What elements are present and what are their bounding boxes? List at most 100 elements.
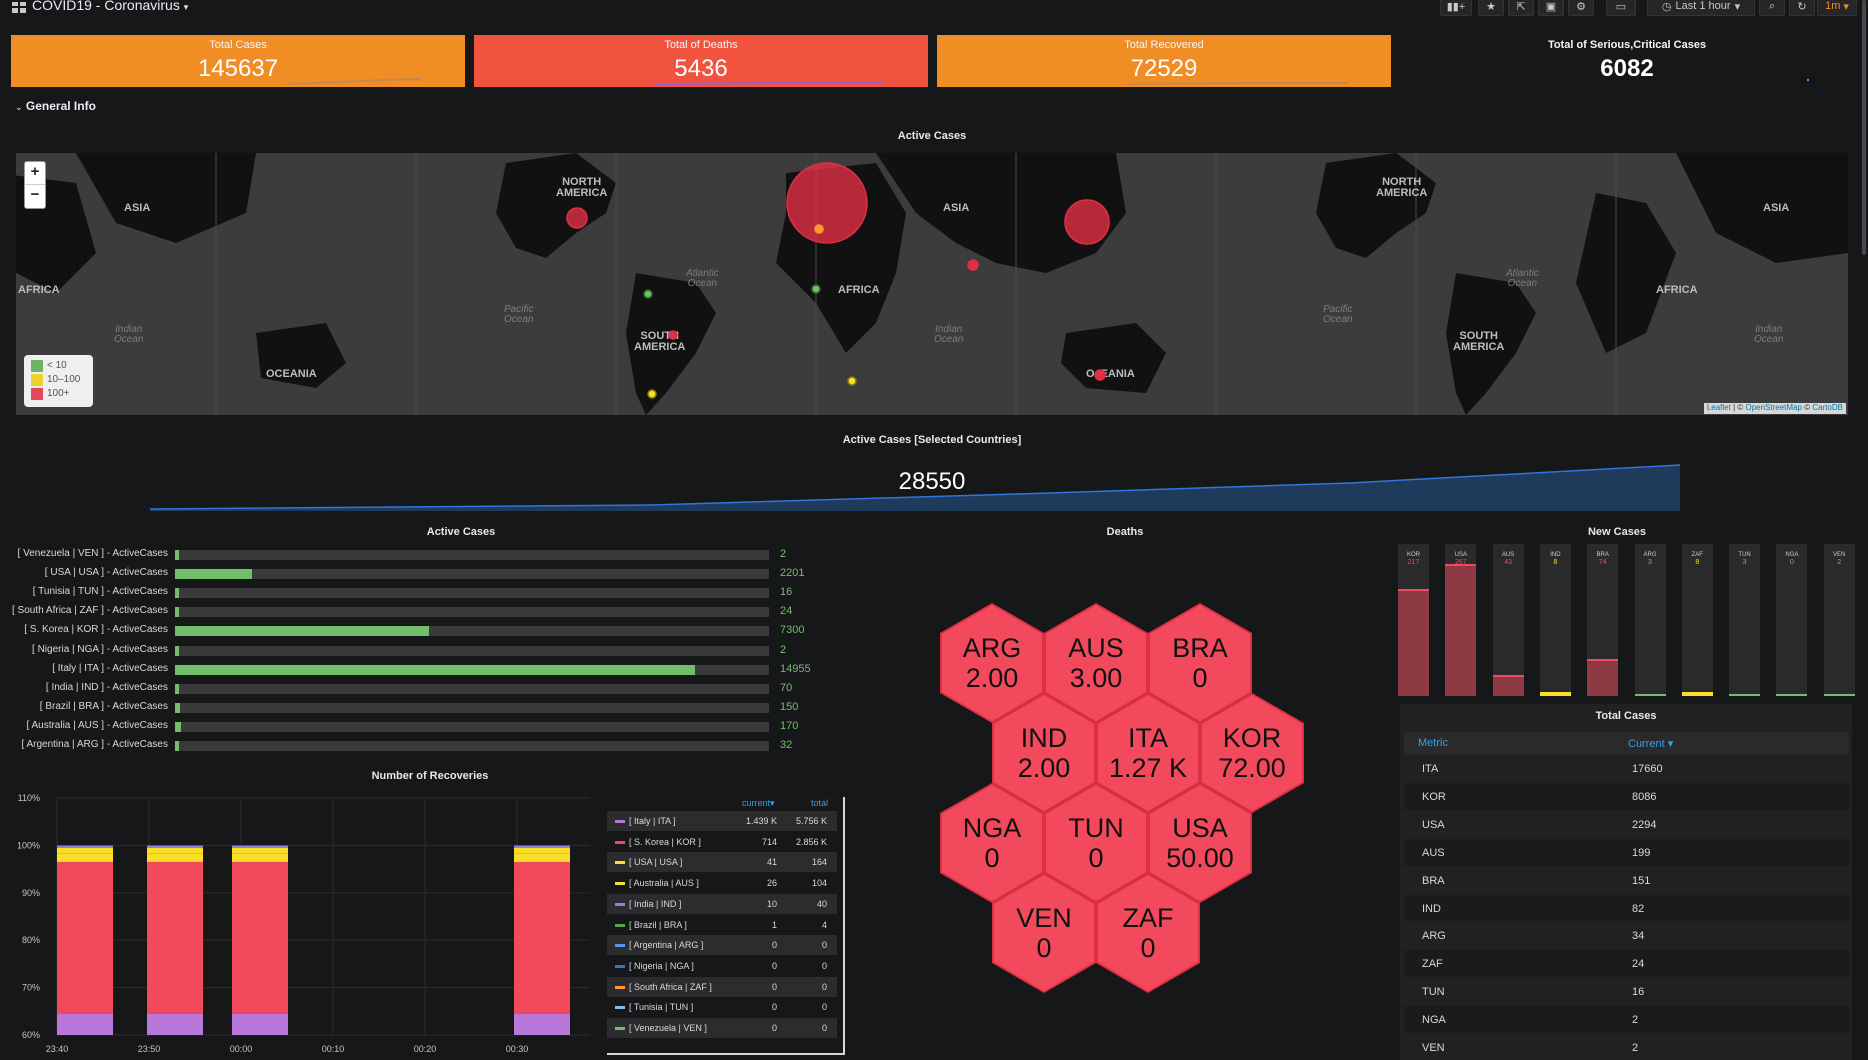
bar-row: [ USA | USA ] - ActiveCases 2201 [0,564,830,583]
bar-track [175,607,769,618]
stack-segment[interactable] [232,845,288,848]
page-scrollbar[interactable] [1862,0,1866,255]
dashboard-grid-icon[interactable] [12,0,26,13]
stack-segment[interactable] [57,845,113,848]
bar-row: [ Italy | ITA ] - ActiveCases 14955 [0,660,830,679]
legend-row[interactable]: [ USA | USA ] 41 164 [607,852,837,873]
stack-segment[interactable] [147,845,203,848]
legend-col-total[interactable]: total [811,798,829,808]
stack-segment[interactable] [232,861,288,1014]
dashboard-title-dropdown[interactable]: COVID19 - Coronavirus ▾ [32,0,188,13]
recoveries-chart[interactable]: 110% 100% 90% 80% 70% 60% 23:40 23:50 00:00 00:10… [0,790,600,1060]
legend-row[interactable]: [ Argentina | ARG ] 0 0 [607,935,837,956]
stack-segment[interactable] [232,847,288,854]
cell-metric: ARG [1422,930,1446,943]
legend-row[interactable]: [ Brazil | BRA ] 1 4 [607,915,837,935]
stack-segment[interactable] [232,1013,288,1035]
star-button[interactable]: ★ [1478,0,1504,16]
stack-segment[interactable] [232,853,288,862]
legend-row[interactable]: [ Venezuela | VEN ] 0 0 [607,1018,837,1038]
stack-segment[interactable] [57,1013,113,1035]
cell-current: 2 [1632,1014,1639,1027]
table-row[interactable]: BRA 151 [1404,865,1849,894]
legend-row[interactable]: [ South Africa | ZAF ] 0 0 [607,976,837,997]
table-row[interactable]: ZAF 24 [1404,949,1849,978]
table-row[interactable]: VEN 2 [1404,1033,1849,1060]
map-label-south-america: SOUTH AMERICA [1453,330,1505,353]
y-tick-label: 100% [17,840,40,850]
table-row[interactable]: ITA 17660 [1404,754,1849,782]
table-row[interactable]: AUS 199 [1404,837,1849,866]
refresh-interval-picker[interactable]: 1m ▾ [1817,0,1857,16]
map-label-pacific: Pacific Ocean [1323,304,1353,325]
stack-segment[interactable] [57,853,113,862]
leaflet-link[interactable]: Leaflet [1706,403,1731,412]
bar-label: [ India | IND ] - ActiveCases [45,681,168,693]
hex-usa[interactable]: USA 50.00 [1148,783,1252,903]
hex-tun[interactable]: TUN 0 [1044,783,1148,903]
col-current[interactable]: Current ▾ [1628,738,1674,750]
world-map[interactable]: NORTH AMERICA NORTH AMERICA ASIA ASIA AS… [16,153,1848,415]
table-row[interactable]: IND 82 [1404,893,1849,922]
refresh-button[interactable]: ↻ [1789,0,1815,16]
add-panel-button[interactable]: ▮▮+ [1440,0,1472,16]
legend-current: 0 [771,1002,777,1013]
bar-value: 70 [780,681,793,694]
col-metric[interactable]: Metric [1418,737,1448,749]
chevron-down-icon: ⌄ [15,102,23,112]
bar-value: 2201 [780,567,805,580]
hex-arg[interactable]: ARG 2.00 [940,603,1044,723]
legend-row[interactable]: [ Australia | AUS ] 26 104 [607,873,837,893]
time-range-label: Last 1 hour [1675,0,1731,12]
osm-link[interactable]: OpenStreetMap [1745,403,1802,412]
legend-row[interactable]: [ S. Korea | KOR ] 714 2.856 K [607,832,837,852]
legend-row[interactable]: [ India | IND ] 10 40 [607,893,837,914]
legend-row[interactable]: [ Italy | ITA ] 1.439 K 5.756 K [607,811,837,831]
hex-aus[interactable]: AUS 3.00 [1044,603,1148,723]
stack-segment[interactable] [514,847,570,854]
table-row[interactable]: ARG 34 [1404,921,1849,950]
share-button[interactable]: ⇱ [1508,0,1534,16]
save-button[interactable]: ▣ [1538,0,1564,16]
legend-row[interactable]: [ Nigeria | NGA ] 0 0 [607,956,837,976]
stack-segment[interactable] [147,853,203,862]
stack-segment[interactable] [57,861,113,1014]
hex-kor[interactable]: KOR 72.00 [1200,693,1304,813]
stack-segment[interactable] [514,861,570,1014]
stack-segment[interactable] [514,845,570,848]
map-zoom-out-button[interactable]: − [30,186,40,203]
settings-button[interactable]: ⚙ [1568,0,1594,16]
time-range-picker[interactable]: ◷ Last 1 hour ▾ [1647,0,1755,16]
table-row[interactable]: KOR 8086 [1404,781,1849,810]
stack-segment[interactable] [514,853,570,862]
stack-segment[interactable] [514,1013,570,1035]
stack-segment[interactable] [147,861,203,1014]
table-row[interactable]: TUN 16 [1404,977,1849,1006]
stack-segment[interactable] [147,1013,203,1035]
carto-link[interactable]: CartoDB [1812,403,1843,412]
tv-mode-button[interactable]: ▭ [1606,0,1636,16]
hex-value: 3.00 [1069,663,1123,693]
hex-value: 72.00 [1218,753,1286,783]
table-row[interactable]: NGA 2 [1404,1005,1849,1034]
legend-row[interactable]: [ Tunisia | TUN ] 0 0 [607,997,837,1017]
zoom-out-time-button[interactable]: ⌕ [1759,0,1785,16]
legend-label: < 10 [47,360,67,371]
table-row[interactable]: USA 2294 [1404,809,1849,838]
hex-ind[interactable]: IND 2.00 [992,693,1096,813]
row-general-info[interactable]: ⌄ General Info [15,99,96,113]
map-attribution: Leaflet | © OpenStreetMap © CartoDB [1703,403,1846,414]
hex-bra[interactable]: BRA 0 [1148,603,1252,723]
stat-value: 72529 [1130,55,1198,82]
stack-segment[interactable] [147,847,203,854]
legend-col-current[interactable]: current▾ [742,798,775,808]
legend-total: 5.756 K [795,816,827,826]
map-label-africa: AFRICA [18,284,60,296]
stack-segment[interactable] [57,847,113,854]
bar-label: [ Argentina | ARG ] - ActiveCases [21,739,168,750]
hex-ita[interactable]: ITA 1.27 K [1096,693,1200,813]
hex-code: USA [1172,813,1228,843]
hex-zaf[interactable]: ZAF 0 [1096,873,1200,993]
map-zoom-in-button[interactable]: + [25,163,45,185]
marker-south-africa [847,376,857,386]
